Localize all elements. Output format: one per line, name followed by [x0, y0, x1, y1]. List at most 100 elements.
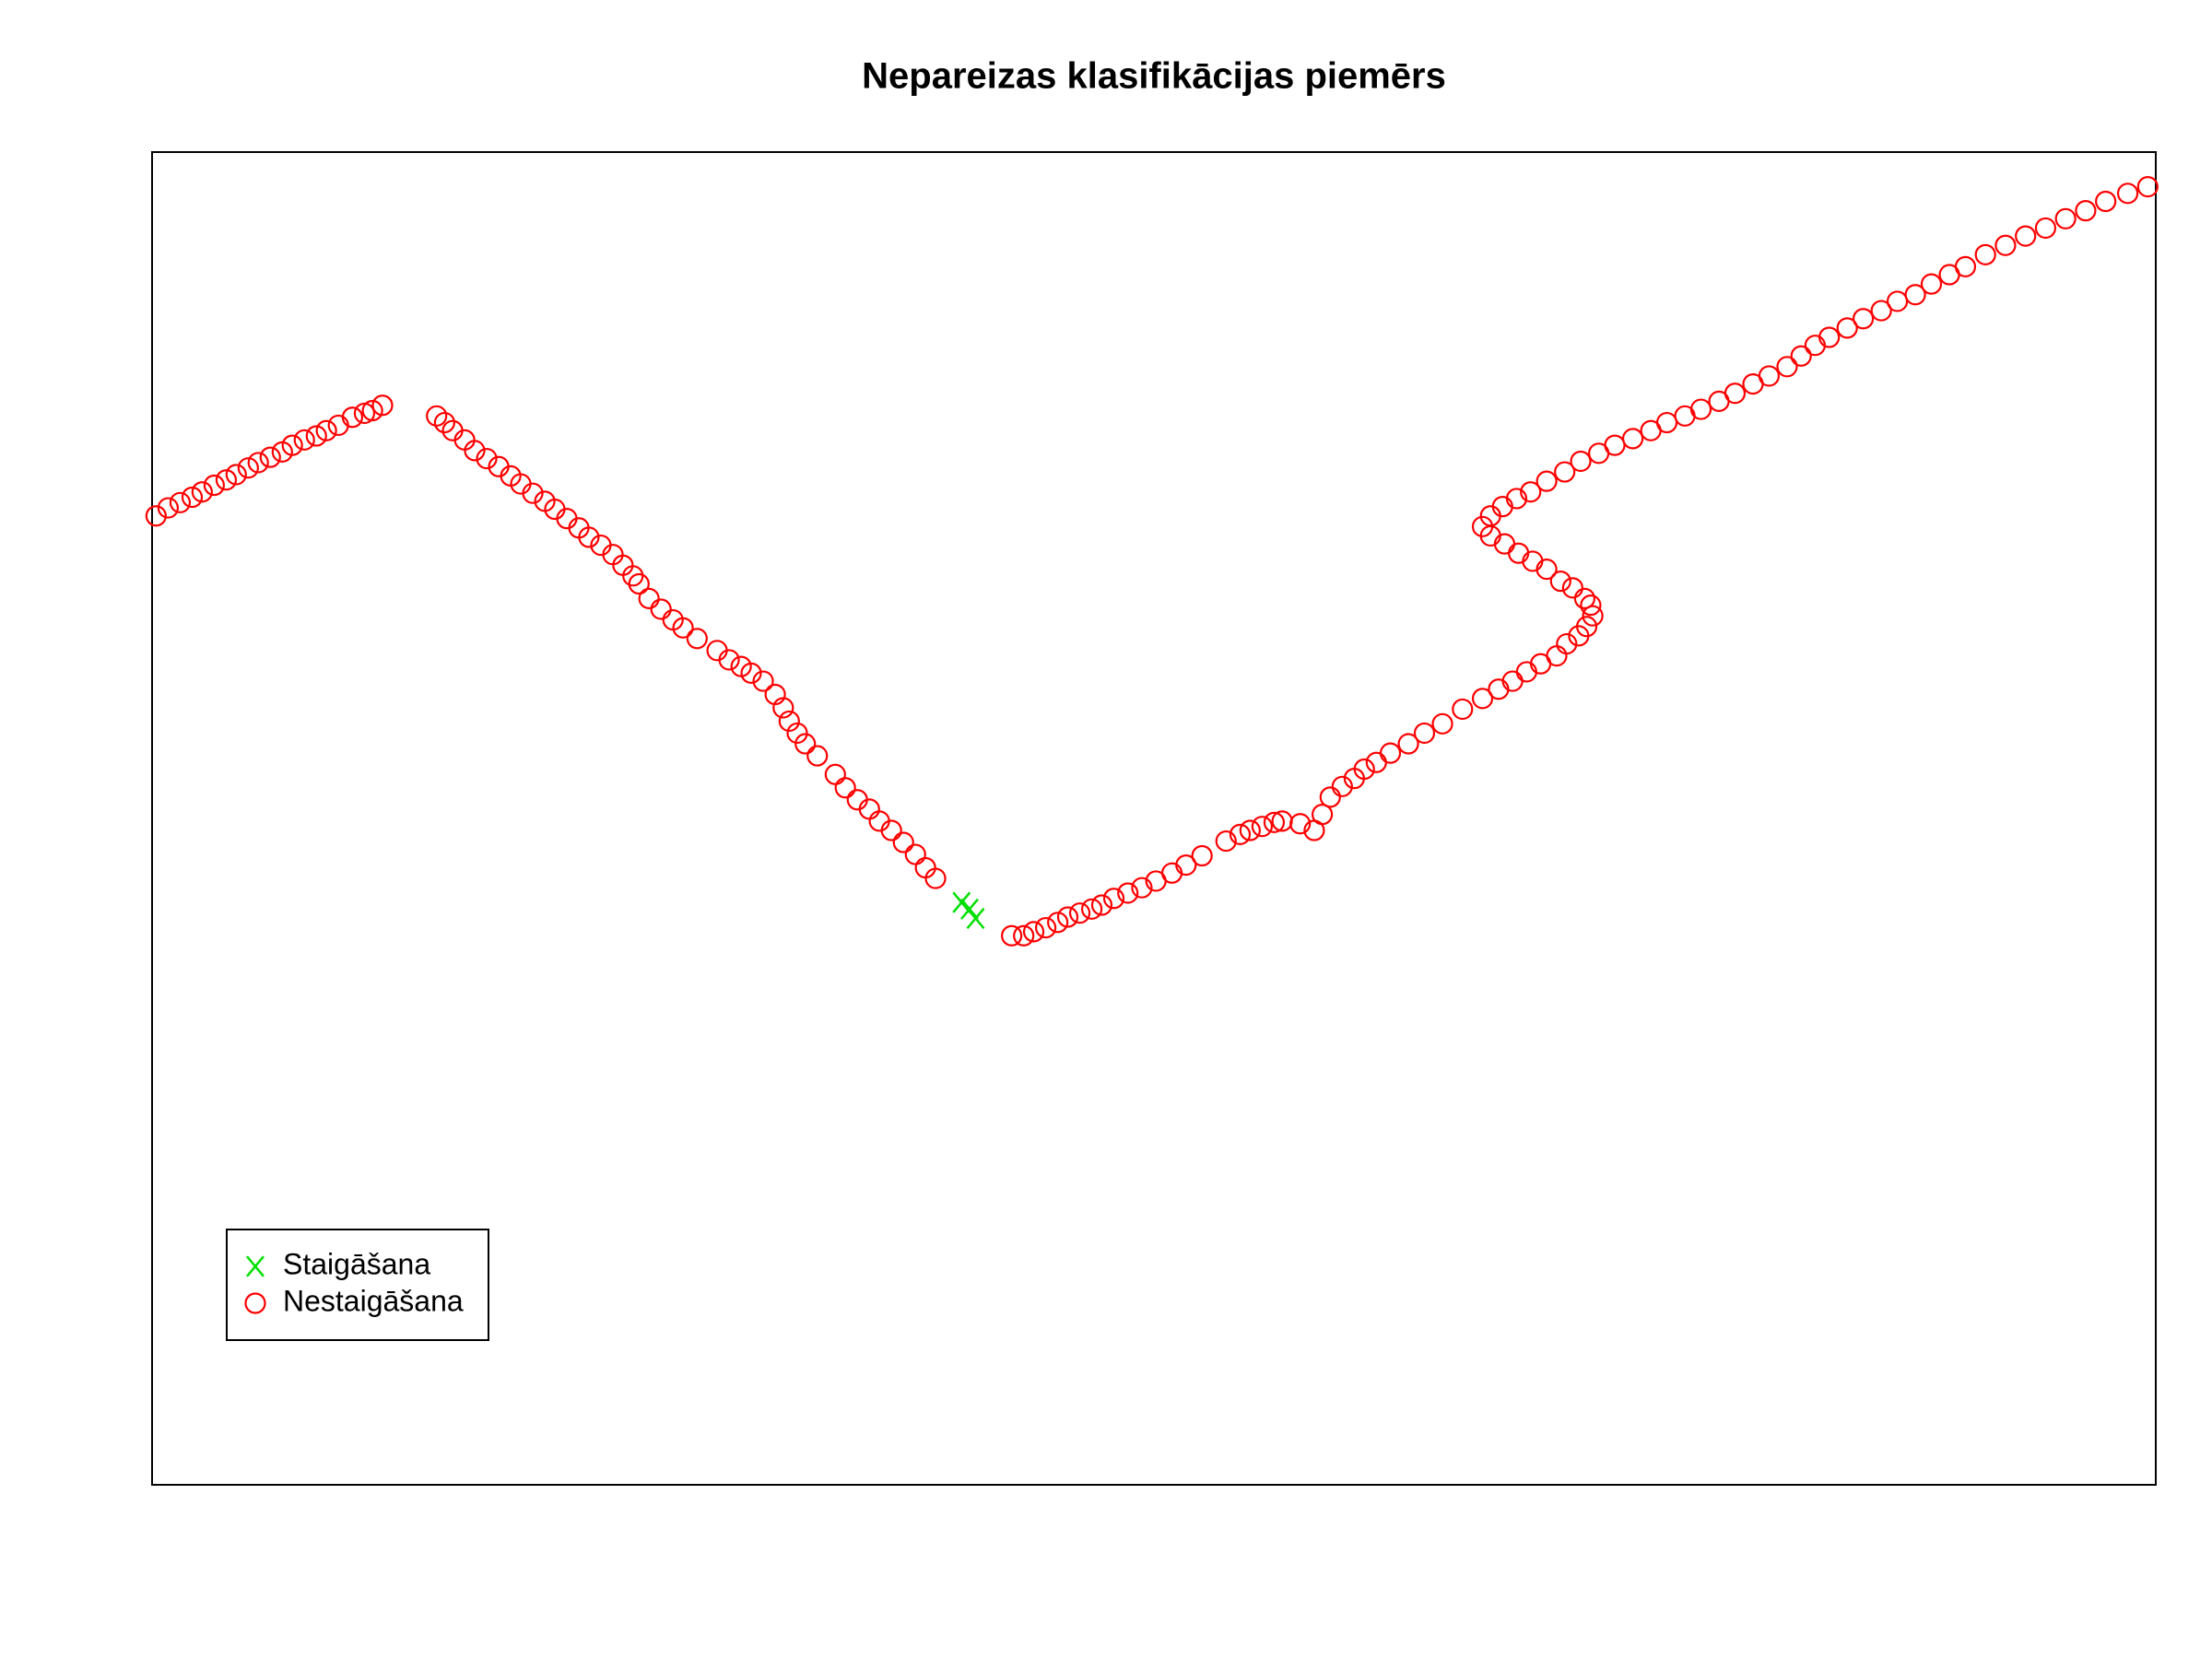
point [1431, 712, 1453, 735]
point [650, 598, 672, 620]
point [2095, 190, 2117, 213]
point [834, 777, 856, 799]
point [1413, 722, 1436, 745]
point [2136, 175, 2159, 198]
point [1836, 317, 1858, 339]
legend-key [246, 1255, 265, 1277]
point [341, 406, 363, 429]
point [880, 819, 902, 841]
chart-title: Nepareizas klasifikācijas piemērs [862, 56, 1446, 97]
marker-stroke [966, 907, 985, 930]
point [281, 434, 303, 456]
legend-key [244, 1292, 266, 1314]
point [1001, 924, 1023, 947]
point [2034, 217, 2057, 240]
point [361, 399, 383, 422]
point [2075, 200, 2097, 222]
point [892, 831, 914, 853]
point [145, 505, 167, 527]
point [247, 452, 269, 474]
point [672, 617, 694, 639]
point [1331, 775, 1353, 797]
point [960, 898, 979, 920]
point [1353, 758, 1375, 781]
point [1239, 819, 1261, 841]
point [215, 469, 238, 491]
point [1251, 816, 1273, 838]
point [2116, 182, 2139, 205]
point [181, 486, 204, 509]
marker-stroke [960, 898, 979, 920]
legend-label: Nestaigāšana [283, 1284, 464, 1317]
point [638, 587, 660, 610]
point [1758, 365, 1781, 387]
legend-frame [226, 1229, 489, 1341]
marker-stroke [246, 1255, 265, 1277]
point [1818, 326, 1841, 348]
point [305, 425, 327, 447]
point [1582, 605, 1604, 627]
point [1554, 461, 1576, 483]
point [293, 429, 315, 451]
point [686, 628, 708, 650]
point [1790, 345, 1812, 367]
marker-stroke [952, 891, 971, 913]
point [191, 481, 213, 503]
point [1102, 888, 1125, 910]
point [1312, 804, 1334, 826]
point [476, 447, 498, 470]
point [1229, 823, 1252, 845]
point [1289, 813, 1312, 835]
point [1556, 632, 1578, 655]
point [225, 464, 247, 486]
point [1974, 243, 1996, 265]
point [1131, 877, 1153, 899]
point [1471, 515, 1494, 537]
point [924, 867, 947, 889]
point [752, 670, 774, 692]
point [1047, 912, 1069, 934]
point [1056, 906, 1079, 928]
point [259, 446, 281, 468]
point [1175, 854, 1197, 877]
point [1920, 273, 1943, 295]
point [1573, 587, 1596, 610]
point [433, 411, 456, 434]
point [578, 526, 600, 548]
point [1689, 398, 1712, 420]
point [1535, 470, 1558, 492]
point [628, 572, 650, 595]
legend-label: Staigāšana [283, 1247, 430, 1280]
point [1117, 882, 1139, 904]
point [1561, 577, 1583, 599]
point [203, 474, 225, 497]
point [1081, 898, 1103, 920]
point [1621, 428, 1644, 450]
point [966, 907, 985, 930]
point [806, 745, 829, 767]
point [1319, 786, 1341, 808]
point [1852, 308, 1875, 330]
point [315, 419, 337, 441]
point [1776, 356, 1798, 378]
point [772, 697, 794, 719]
point [1549, 571, 1571, 593]
point [426, 405, 448, 427]
point [1520, 481, 1542, 503]
point [1022, 921, 1045, 943]
point [1580, 594, 1602, 617]
point [1191, 844, 1213, 867]
point [1452, 698, 1474, 721]
point [1505, 488, 1528, 510]
point [794, 733, 817, 755]
point [522, 482, 544, 504]
plot-frame [151, 151, 2157, 1486]
point [1724, 382, 1747, 405]
point [1090, 894, 1113, 916]
point [1263, 811, 1286, 833]
point [1954, 255, 1977, 277]
point [740, 662, 762, 684]
point [1870, 300, 1892, 322]
